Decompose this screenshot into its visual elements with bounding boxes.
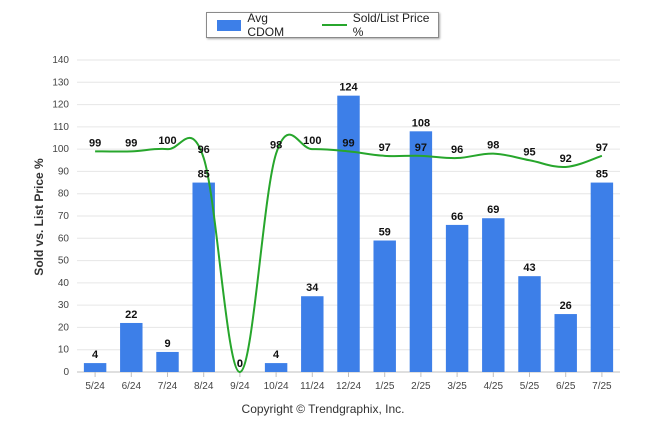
x-tick-label: 3/25 xyxy=(447,381,467,392)
bar-data-label: 85 xyxy=(198,169,210,181)
line-data-label: 100 xyxy=(303,135,321,147)
bar xyxy=(156,351,179,372)
y-tick-label: 10 xyxy=(58,345,70,356)
bar-data-label: 4 xyxy=(273,349,280,361)
bar-data-label: 26 xyxy=(560,300,572,312)
y-tick-label: 80 xyxy=(58,189,70,200)
bar xyxy=(120,322,143,372)
line-data-label: 96 xyxy=(198,144,210,156)
x-tick-label: 2/25 xyxy=(411,381,431,392)
bar xyxy=(83,363,107,372)
legend-label-sold-list: Sold/List Price % xyxy=(352,11,430,39)
x-tick-label: 6/25 xyxy=(556,381,576,392)
bar xyxy=(482,218,505,372)
bar-data-label: 108 xyxy=(412,117,430,129)
y-tick-label: 90 xyxy=(58,166,70,177)
x-tick-label: 7/24 xyxy=(158,381,178,392)
y-tick-label: 20 xyxy=(58,322,70,333)
bar-data-label: 22 xyxy=(125,309,137,321)
x-tick-label: 11/24 xyxy=(300,381,325,392)
legend-item-avg-cdom: Avg CDOM xyxy=(217,11,304,39)
copyright-text: Copyright © Trendgraphix, Inc. xyxy=(241,402,405,416)
bar xyxy=(192,182,215,372)
x-tick-label: 8/24 xyxy=(194,381,214,392)
legend-swatch-bar xyxy=(217,19,242,31)
x-tick-label: 5/24 xyxy=(85,381,105,392)
x-tick-label: 10/24 xyxy=(264,381,289,392)
line-data-label: 100 xyxy=(158,135,176,147)
line-data-label: 96 xyxy=(451,144,463,156)
line-data-label: 99 xyxy=(125,137,137,149)
bar xyxy=(445,224,469,372)
x-tick-label: 12/24 xyxy=(336,381,361,392)
bar-data-label: 66 xyxy=(451,211,463,223)
bar-data-label: 124 xyxy=(339,82,358,94)
bar-data-label: 43 xyxy=(523,262,535,274)
y-tick-label: 110 xyxy=(53,122,69,133)
x-tick-label: 1/25 xyxy=(375,381,395,392)
x-tick-label: 4/25 xyxy=(484,381,504,392)
legend-label-avg-cdom: Avg CDOM xyxy=(247,11,285,39)
bar-data-label: 0 xyxy=(237,358,243,370)
y-tick-label: 130 xyxy=(52,77,69,88)
bar-data-label: 85 xyxy=(596,169,608,181)
line-data-label: 97 xyxy=(415,142,427,154)
bar-data-label: 4 xyxy=(92,349,99,361)
y-tick-label: 70 xyxy=(58,211,70,222)
bar xyxy=(409,131,433,372)
bar-data-label: 69 xyxy=(487,204,499,216)
line-data-label: 97 xyxy=(596,142,608,154)
bar-data-label: 9 xyxy=(164,338,170,350)
bar xyxy=(518,276,541,372)
line-data-label: 98 xyxy=(487,140,499,152)
legend-item-sold-list: Sold/List Price % xyxy=(322,11,438,39)
y-tick-label: 140 xyxy=(52,55,69,66)
legend: Avg CDOM Sold/List Price % xyxy=(206,11,439,39)
bar xyxy=(301,296,324,372)
bar-data-label: 34 xyxy=(306,282,319,294)
legend-swatch-line xyxy=(322,24,347,26)
x-tick-label: 7/25 xyxy=(592,381,612,392)
bar xyxy=(590,182,614,372)
bar xyxy=(554,314,577,372)
line-data-label: 95 xyxy=(523,146,535,158)
line-series-sold-list xyxy=(95,133,603,374)
line-data-label: 99 xyxy=(89,137,101,149)
x-tick-label: 9/24 xyxy=(230,381,250,392)
bar xyxy=(373,240,396,372)
y-tick-label: 100 xyxy=(52,144,69,155)
y-tick-label: 50 xyxy=(58,256,70,267)
line-data-label: 98 xyxy=(270,140,282,152)
y-tick-label: 30 xyxy=(58,300,70,311)
y-tick-label: 40 xyxy=(58,278,70,289)
bar-data-label: 59 xyxy=(379,227,391,239)
y-tick-label: 60 xyxy=(58,233,70,244)
y-tick-label: 120 xyxy=(52,100,69,111)
bar xyxy=(264,363,288,372)
line-data-label: 99 xyxy=(342,137,354,149)
y-tick-label: 0 xyxy=(63,367,69,378)
line-data-label: 0 xyxy=(237,358,243,370)
bar xyxy=(337,95,360,373)
x-tick-label: 5/25 xyxy=(520,381,540,392)
line-data-label: 97 xyxy=(379,142,391,154)
x-tick-label: 6/24 xyxy=(122,381,142,392)
line-data-label: 92 xyxy=(560,153,572,165)
